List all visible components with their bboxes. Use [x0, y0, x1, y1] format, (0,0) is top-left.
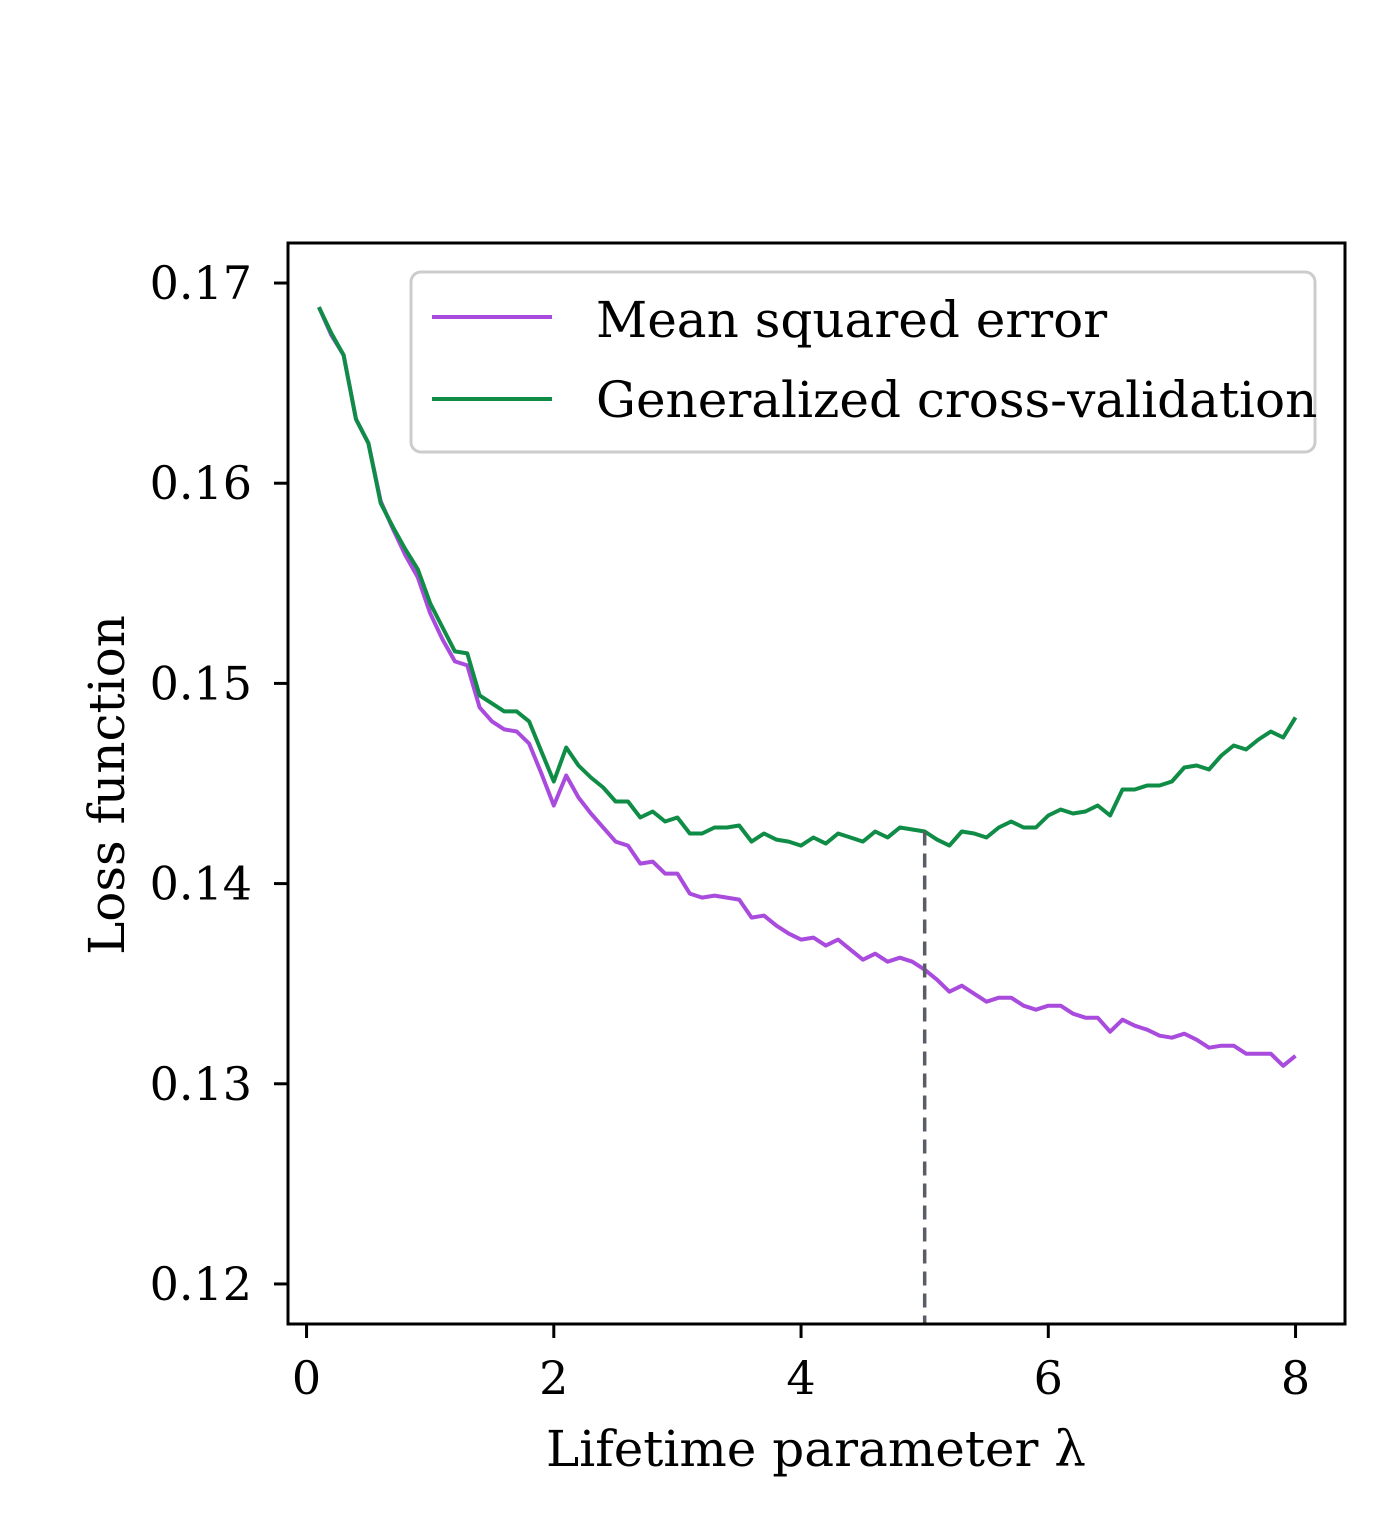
y-tick-label: 0.14: [150, 857, 252, 911]
y-tick-label: 0.13: [150, 1057, 252, 1111]
legend-label-gcv: Generalized cross-validation: [596, 371, 1317, 429]
y-tick-label: 0.15: [150, 656, 252, 710]
x-tick-label: 4: [786, 1351, 815, 1405]
y-axis-label: Loss function: [78, 615, 136, 955]
x-tick-label: 8: [1281, 1351, 1310, 1405]
legend-box: [409, 270, 1317, 454]
series-line-gcv: [317, 306, 1298, 848]
x-tick-label: 0: [292, 1351, 321, 1405]
x-axis-label: Lifetime parameter λ: [546, 1420, 1086, 1478]
x-tick-label: 6: [1034, 1351, 1063, 1405]
series-layer: [317, 306, 1298, 1068]
y-axis: 0.12 0.13 0.14 0.15 0.16 0.17: [150, 256, 288, 1311]
x-tick-label: 2: [539, 1351, 568, 1405]
series-line-mse: [317, 306, 1297, 1068]
y-tick-label: 0.16: [150, 456, 252, 510]
plot-frame: [286, 241, 1347, 1326]
y-tick-label: 0.12: [150, 1257, 252, 1311]
legend: Mean squared error Generalized cross-val…: [409, 270, 1317, 454]
legend-label-mse: Mean squared error: [596, 291, 1107, 349]
y-tick-label: 0.17: [150, 256, 252, 310]
x-axis: 0 2 4 6 8: [292, 1324, 1310, 1405]
